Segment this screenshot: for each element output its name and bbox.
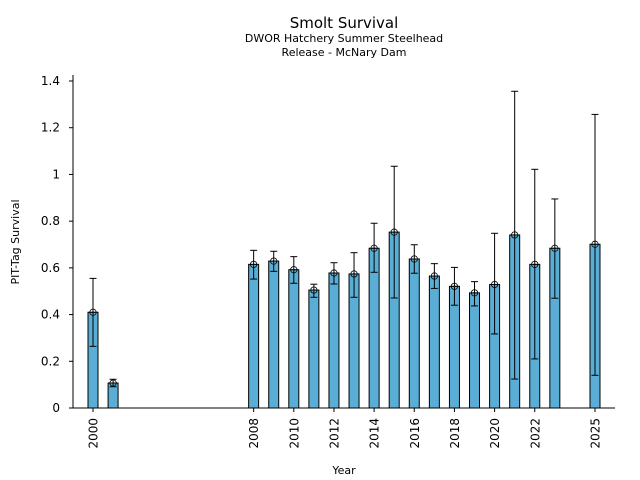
x-tick-label: 2008	[247, 418, 261, 449]
x-tick-label: 2012	[327, 418, 341, 449]
y-tick-label: 0.8	[41, 214, 60, 228]
x-tick-label: 2010	[287, 418, 301, 449]
bar-series	[87, 90, 601, 409]
x-axis-label: Year	[331, 464, 356, 477]
x-tick-label: 2014	[368, 418, 382, 449]
y-tick-label: 1.2	[41, 121, 60, 135]
chart-subtitle-line-2: Release - McNary Dam	[282, 46, 407, 59]
bar-2011	[308, 289, 320, 409]
y-tick-label: 0.6	[41, 261, 60, 275]
x-tick-label: 2018	[448, 418, 462, 449]
y-axis-ticks: 0 0.2 0.4 0.6 0.8 1 1.2 1.4	[41, 74, 73, 415]
x-tick-label: 2025	[589, 418, 603, 449]
bar-2017	[428, 275, 440, 409]
bar-2016	[408, 258, 420, 409]
y-tick-label: 0.2	[41, 354, 60, 368]
y-tick-label: 0.4	[41, 308, 60, 322]
chart-subtitle-line-1: DWOR Hatchery Summer Steelhead	[245, 32, 443, 45]
bar-2010	[288, 269, 300, 409]
x-tick-label: 2022	[528, 418, 542, 449]
y-tick-label: 1	[52, 167, 60, 181]
x-tick-label: 2020	[488, 418, 502, 449]
bar-2008	[248, 263, 260, 409]
y-tick-label: 1.4	[41, 74, 60, 88]
bar-2012	[328, 272, 340, 409]
x-tick-label: 2000	[87, 418, 101, 449]
x-axis-ticks: 2000 2008 2010 2012 2014 2016 2018 2020 2022 2025	[87, 408, 603, 449]
bar-2009	[268, 260, 280, 409]
y-axis-label: PIT-Tag Survival	[9, 199, 22, 284]
bar-2019	[469, 292, 481, 409]
y-tick-label: 0	[52, 401, 60, 415]
x-tick-label: 2016	[408, 418, 422, 449]
chart-title: Smolt Survival	[290, 14, 399, 32]
